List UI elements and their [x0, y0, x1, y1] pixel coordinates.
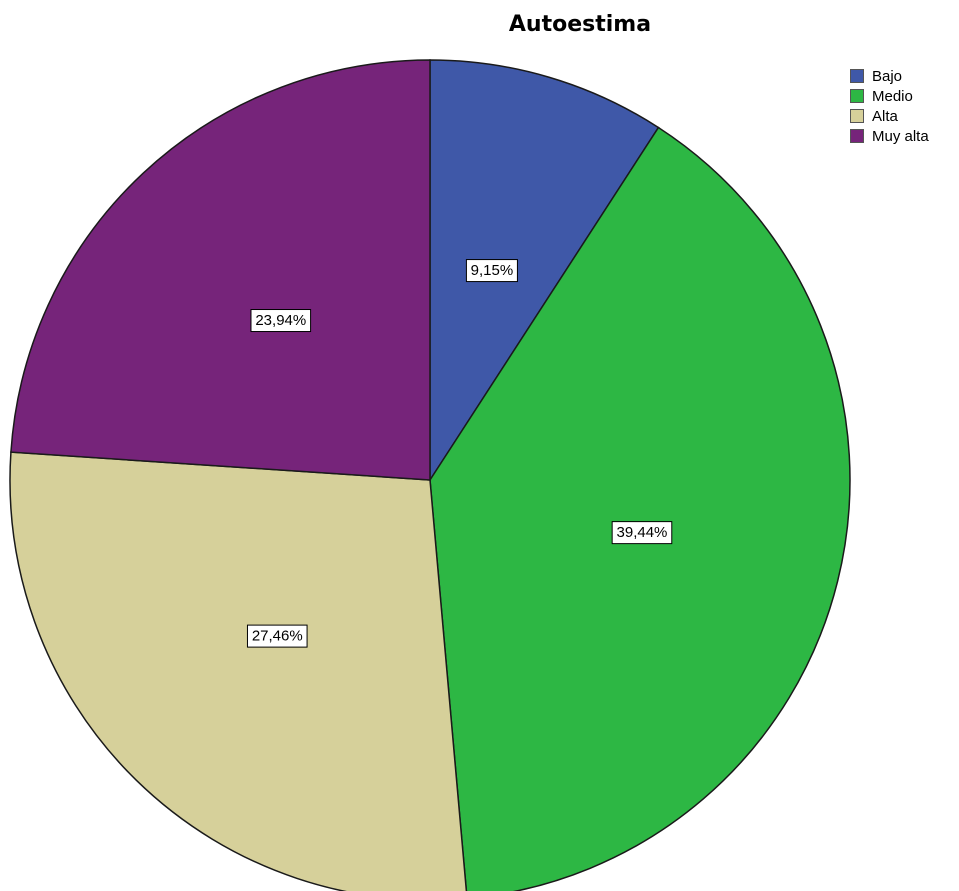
- svg-text:27,46%: 27,46%: [252, 628, 303, 645]
- legend-label-alta: Alta: [872, 107, 898, 125]
- legend-label-medio: Medio: [872, 87, 913, 105]
- legend-swatch-alta: [850, 109, 864, 123]
- legend-swatch-bajo: [850, 69, 864, 83]
- pie-slice-muy-alta: [10, 59, 431, 481]
- legend-item-alta: Alta: [850, 106, 929, 126]
- legend-swatch-medio: [850, 89, 864, 103]
- legend: Bajo Medio Alta Muy alta: [850, 66, 929, 146]
- legend-swatch-muy-alta: [850, 129, 864, 143]
- svg-text:9,15%: 9,15%: [471, 262, 514, 279]
- legend-item-muy-alta: Muy alta: [850, 126, 929, 146]
- pie-slice-medio: [429, 126, 851, 891]
- svg-text:23,94%: 23,94%: [255, 312, 306, 329]
- svg-text:39,44%: 39,44%: [617, 524, 668, 541]
- legend-label-bajo: Bajo: [872, 67, 903, 85]
- data-label-alta: 27,46%: [246, 624, 308, 648]
- legend-label-muy-alta: Muy alta: [872, 127, 929, 145]
- chart-title: Autoestima: [508, 12, 652, 37]
- legend-item-medio: Medio: [850, 86, 929, 106]
- pie-slice-alta: [9, 451, 468, 891]
- data-label-bajo: 9,15%: [465, 259, 518, 283]
- data-label-medio: 39,44%: [611, 521, 673, 545]
- legend-item-bajo: Bajo: [850, 66, 929, 86]
- data-label-muy-alta: 23,94%: [250, 309, 312, 333]
- pie-slice-bajo: [429, 59, 660, 483]
